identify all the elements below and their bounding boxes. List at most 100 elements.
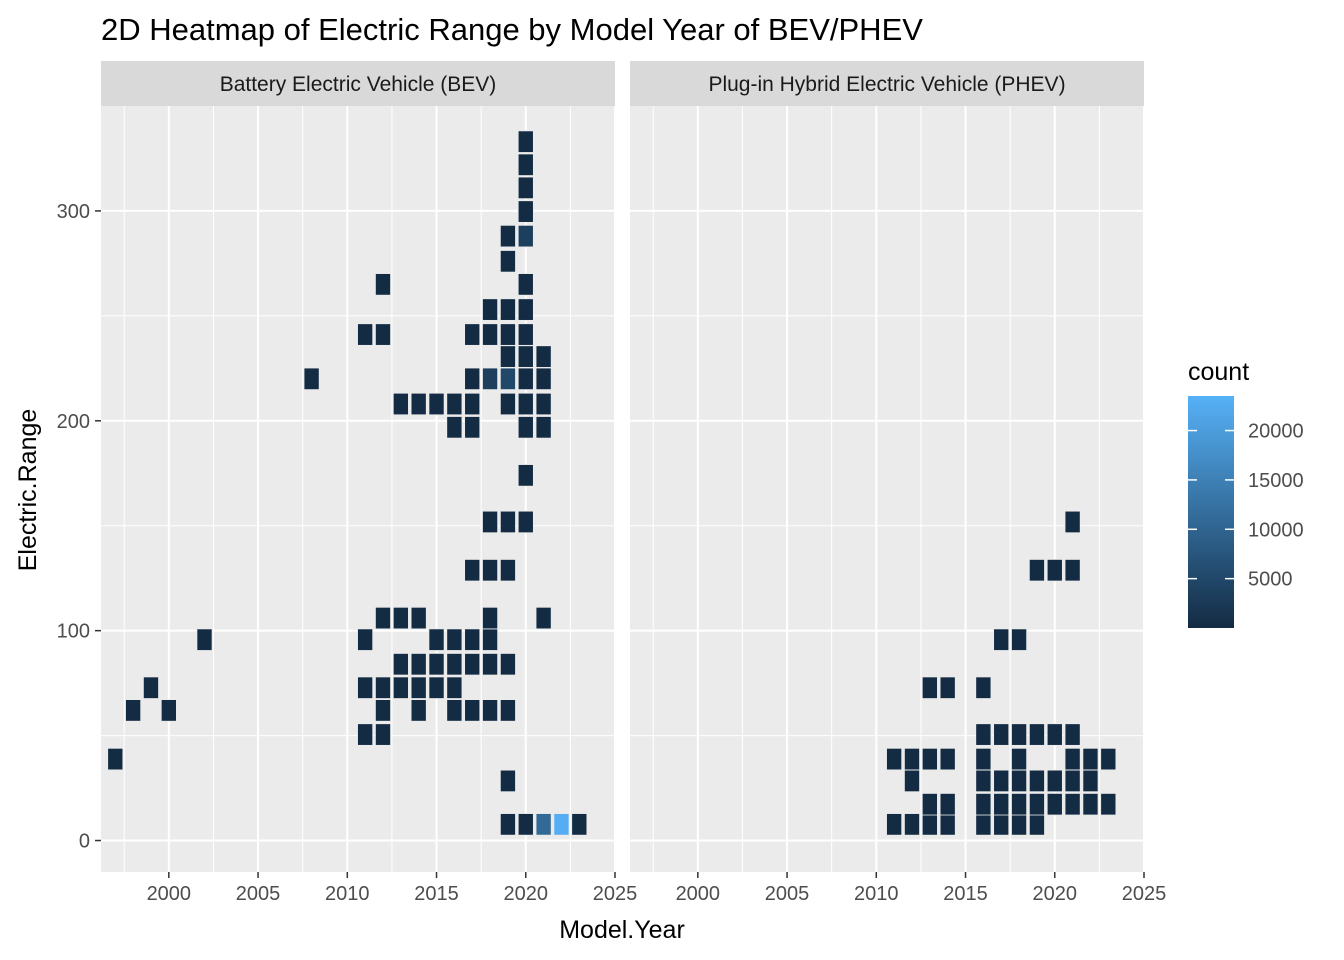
x-tick-label: 2015 bbox=[414, 883, 459, 905]
heatmap-cell bbox=[1064, 793, 1081, 816]
heatmap-cell bbox=[392, 606, 409, 630]
heatmap-cell bbox=[375, 676, 391, 699]
legend-tick-label: 15000 bbox=[1248, 470, 1304, 492]
heatmap-cell bbox=[993, 628, 1010, 651]
heatmap-cell bbox=[553, 813, 570, 836]
x-tick-label: 2025 bbox=[1122, 883, 1167, 905]
heatmap-cell bbox=[499, 367, 516, 391]
facet-strip-label: Plug-in Hybrid Electric Vehicle (PHEV) bbox=[708, 73, 1065, 96]
heatmap-cell bbox=[517, 464, 534, 487]
x-tick-label: 2005 bbox=[765, 883, 810, 905]
heatmap-cell bbox=[975, 723, 992, 746]
facet-panel: Battery Electric Vehicle (BEV)2000 2005 20… bbox=[57, 61, 638, 905]
heatmap-cell bbox=[1028, 793, 1045, 816]
heatmap-cell bbox=[499, 298, 516, 321]
heatmap-cell bbox=[357, 323, 374, 346]
x-axis-title: Model.Year bbox=[559, 916, 685, 944]
heatmap-cell bbox=[482, 323, 499, 346]
heatmap-cell bbox=[535, 813, 552, 836]
heatmap-cell bbox=[303, 367, 320, 391]
heatmap-cell bbox=[535, 367, 552, 391]
color-legend: count 5000 10000 15000 20000 bbox=[1188, 358, 1304, 628]
heatmap-cell bbox=[464, 323, 481, 346]
heatmap-cell bbox=[446, 699, 463, 722]
heatmap-cell bbox=[1100, 747, 1117, 771]
heatmap-cell bbox=[375, 699, 391, 722]
heatmap-cell bbox=[517, 416, 534, 439]
heatmap-cell bbox=[392, 653, 409, 676]
heatmap-cell bbox=[939, 747, 956, 771]
facet-strip bbox=[101, 61, 615, 106]
heatmap-cell bbox=[1028, 559, 1045, 582]
heatmap-cell bbox=[499, 769, 516, 793]
heatmap-cell bbox=[1064, 559, 1081, 582]
x-tick-label: 2015 bbox=[943, 883, 988, 905]
heatmap-cell bbox=[482, 510, 499, 534]
x-tick-label: 2020 bbox=[1033, 883, 1078, 905]
heatmap-cell bbox=[921, 747, 938, 771]
heatmap-cell bbox=[517, 298, 534, 321]
heatmap-cell bbox=[1064, 723, 1081, 746]
heatmap-cell bbox=[446, 416, 463, 439]
y-tick-label: 0 bbox=[79, 831, 90, 853]
heatmap-cell bbox=[1011, 723, 1028, 746]
heatmap-cell bbox=[517, 345, 534, 368]
heatmap-cell bbox=[993, 793, 1010, 816]
heatmap-cell bbox=[446, 676, 463, 699]
heatmap-cell bbox=[939, 793, 956, 816]
heatmap-cell bbox=[975, 769, 992, 793]
heatmap-cell bbox=[535, 345, 552, 368]
heatmap-cell bbox=[499, 250, 516, 273]
heatmap-cell bbox=[904, 769, 920, 793]
heatmap-cell bbox=[357, 628, 374, 651]
heatmap-cell bbox=[464, 653, 481, 676]
legend-tick-label: 20000 bbox=[1248, 421, 1304, 443]
heatmap-cell bbox=[1064, 769, 1081, 793]
heatmap-cell bbox=[993, 723, 1010, 746]
heatmap-cell bbox=[886, 747, 903, 771]
facet-panels: Battery Electric Vehicle (BEV) 2000 2005 20… bbox=[57, 61, 1166, 905]
heatmap-cell bbox=[357, 676, 374, 699]
heatmap-cell bbox=[975, 747, 992, 771]
heatmap-cell bbox=[428, 676, 445, 699]
heatmap-cell bbox=[517, 392, 534, 416]
heatmap-cell bbox=[975, 793, 992, 816]
heatmap-cell bbox=[993, 769, 1010, 793]
heatmap-cell bbox=[499, 392, 516, 416]
heatmap-cell bbox=[392, 392, 409, 416]
heatmap-cell bbox=[482, 699, 499, 722]
x-tick-label: 2005 bbox=[236, 883, 281, 905]
x-tick-label: 2025 bbox=[593, 883, 638, 905]
heatmap-cell bbox=[1011, 628, 1028, 651]
heatmap-cell bbox=[1082, 793, 1099, 816]
heatmap-cell bbox=[482, 653, 499, 676]
x-tick-label: 2000 bbox=[676, 883, 721, 905]
heatmap-cell bbox=[428, 653, 445, 676]
facet-panel: Plug-in Hybrid Electric Vehicle (PHEV) 20… bbox=[630, 61, 1166, 905]
heatmap-cell bbox=[499, 653, 516, 676]
heatmap-cell bbox=[1028, 769, 1045, 793]
x-tick-label: 2010 bbox=[325, 883, 370, 905]
legend-title: count bbox=[1188, 358, 1249, 386]
heatmap-cell bbox=[482, 606, 499, 630]
facet-strip-label: Battery Electric Vehicle (BEV) bbox=[220, 73, 497, 96]
heatmap-cell bbox=[410, 653, 427, 676]
heatmap-cell bbox=[142, 676, 159, 699]
heatmap-cell bbox=[921, 793, 938, 816]
heatmap-cell bbox=[499, 813, 516, 836]
heatmap-cell bbox=[975, 676, 992, 699]
legend-colorbar bbox=[1188, 396, 1234, 628]
chart-title: 2D Heatmap of Electric Range by Model Ye… bbox=[101, 12, 923, 47]
heatmap-cell bbox=[375, 323, 391, 346]
heatmap-cell bbox=[482, 628, 499, 651]
heatmap-cell bbox=[535, 416, 552, 439]
heatmap-cell bbox=[517, 224, 534, 248]
heatmap-cell bbox=[499, 224, 516, 248]
legend-tick-label: 5000 bbox=[1248, 569, 1293, 591]
x-tick-label: 2020 bbox=[504, 883, 549, 905]
heatmap-cell bbox=[499, 323, 516, 346]
heatmap-cell bbox=[160, 699, 177, 722]
heatmap-cell bbox=[464, 416, 481, 439]
heatmap-cell bbox=[125, 699, 142, 722]
